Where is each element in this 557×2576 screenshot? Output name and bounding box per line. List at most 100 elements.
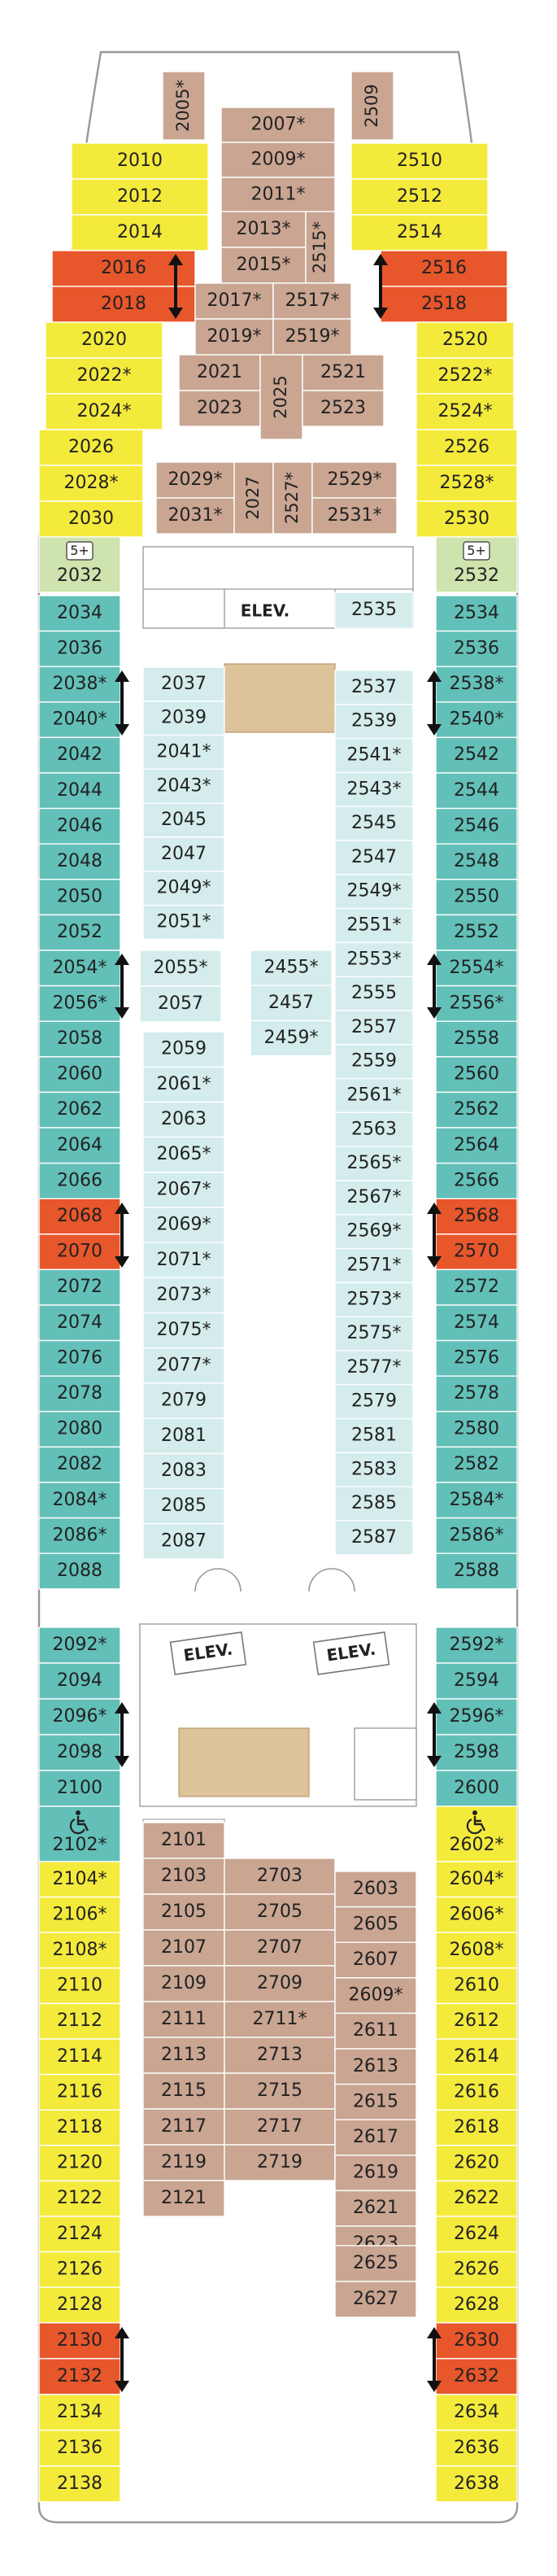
cabin bbox=[142, 2180, 225, 2217]
cabin-number: 2102* bbox=[53, 1835, 107, 1855]
cabin-number: 2613 bbox=[353, 2056, 398, 2076]
icon-body bbox=[76, 1816, 89, 1832]
cabin bbox=[38, 2465, 121, 2503]
cabin bbox=[45, 321, 163, 359]
cabin-number: 2057 bbox=[158, 993, 203, 1014]
cabin-number: 2075* bbox=[157, 1320, 211, 1340]
cabin-number: 2021 bbox=[197, 362, 242, 382]
cabin-number: 2052 bbox=[57, 922, 102, 942]
cabin-number: 2607 bbox=[353, 1949, 398, 1970]
cabin-number: 2119 bbox=[161, 2152, 207, 2172]
cabin-number: 2045 bbox=[161, 810, 207, 830]
cabin-number: 2510 bbox=[397, 151, 442, 171]
cabin bbox=[435, 1411, 518, 1448]
cabin-number: 2037 bbox=[161, 674, 207, 694]
cabin-number: 2067* bbox=[157, 1179, 211, 1199]
cabin bbox=[142, 871, 225, 906]
cabin-number: 2520 bbox=[442, 330, 488, 350]
cabin bbox=[38, 772, 121, 810]
cabin-number: 2108* bbox=[53, 1940, 107, 1960]
cabin-number: 2636 bbox=[454, 2438, 499, 2458]
cabin-number: 2010 bbox=[117, 151, 163, 171]
cabin-number: 2610 bbox=[454, 1976, 499, 1996]
cabin bbox=[334, 1010, 414, 1046]
cabin bbox=[220, 211, 307, 248]
cabin bbox=[38, 1967, 121, 2005]
cabin-number: 2577* bbox=[347, 1357, 402, 1378]
cabin-number: 2029* bbox=[168, 469, 223, 490]
cabin-number: 2054* bbox=[53, 958, 107, 978]
cabin bbox=[142, 1452, 225, 1490]
cabin bbox=[38, 2286, 121, 2324]
cabin bbox=[435, 1896, 518, 1933]
cabin-number: 2059 bbox=[161, 1039, 207, 1059]
cabin-number: 2605 bbox=[353, 1914, 398, 1934]
stairs bbox=[224, 663, 336, 733]
cabin bbox=[224, 1929, 336, 1967]
accessible-icon bbox=[69, 1810, 89, 1835]
cabin-number: 2566 bbox=[454, 1170, 499, 1190]
cabin-number: 2516 bbox=[421, 258, 467, 278]
cabin bbox=[142, 768, 225, 804]
cabin bbox=[38, 1662, 121, 1700]
cabin bbox=[435, 807, 518, 845]
cabin-number: 2104* bbox=[53, 1869, 107, 1889]
cabin-number: 2532 bbox=[454, 565, 499, 586]
cabin bbox=[233, 461, 274, 535]
cabin-number: 2528* bbox=[440, 473, 494, 493]
cabin-number: 2572 bbox=[454, 1277, 499, 1297]
cabin bbox=[334, 2083, 417, 2120]
cabin-number: 2535 bbox=[351, 600, 397, 620]
occupancy-icon-box bbox=[463, 541, 490, 561]
icon-head bbox=[76, 1810, 81, 1815]
cabin-number: 2713 bbox=[257, 2045, 302, 2065]
cabin-number: 2634 bbox=[454, 2402, 499, 2422]
cabin bbox=[435, 1662, 518, 1700]
cabin bbox=[250, 1019, 333, 1057]
cabin bbox=[435, 1056, 518, 1094]
cabin bbox=[38, 1162, 121, 1199]
cabin-number: 2076 bbox=[57, 1347, 102, 1368]
cabin-number: 2517* bbox=[285, 290, 340, 311]
cabin-number: 2109 bbox=[161, 1973, 207, 1993]
cabin bbox=[435, 1734, 518, 1771]
cabin-number: 2078 bbox=[57, 1383, 102, 1404]
cabin-number: 2598 bbox=[454, 1742, 499, 1762]
cabin bbox=[220, 107, 336, 143]
cabin-number: 2582 bbox=[454, 1454, 499, 1474]
cabin bbox=[334, 1180, 414, 1216]
cabin-number: 2569* bbox=[347, 1221, 402, 1242]
cabin-number: 2560 bbox=[454, 1064, 499, 1085]
cabin-number: 2039 bbox=[161, 708, 207, 728]
elevator-label: ELEV. bbox=[241, 601, 290, 621]
cabin-number: 2544 bbox=[454, 780, 499, 801]
cabin bbox=[435, 2216, 518, 2253]
cabin-number: 2568 bbox=[454, 1206, 499, 1226]
cabin bbox=[38, 536, 121, 593]
cabin bbox=[38, 2002, 121, 2040]
cabin-number: 2536 bbox=[454, 638, 499, 658]
cabin bbox=[71, 178, 209, 216]
cabin-number: 2130 bbox=[57, 2330, 102, 2351]
cabin-number: 2098 bbox=[57, 1742, 102, 1762]
cabin bbox=[272, 282, 352, 320]
cabin-number: 2534 bbox=[454, 603, 499, 623]
cabin-number: 2596* bbox=[450, 1706, 504, 1727]
cabin bbox=[334, 1350, 414, 1386]
cabin bbox=[334, 907, 414, 944]
cabin-number: 2063 bbox=[161, 1109, 207, 1129]
cabin-number: 2509 bbox=[362, 84, 381, 127]
cabin bbox=[435, 2322, 518, 2360]
cabin bbox=[435, 1233, 518, 1271]
cabin bbox=[142, 1417, 225, 1455]
cabin bbox=[334, 2012, 417, 2050]
cabin bbox=[142, 1312, 225, 1349]
cabin bbox=[435, 1626, 518, 1664]
cabin-number: 2614 bbox=[454, 2046, 499, 2067]
cabin-number: 2539 bbox=[351, 711, 397, 731]
cabin-number: 2703 bbox=[257, 1866, 302, 1886]
cabin-number: 2066 bbox=[57, 1170, 102, 1190]
cabin-number: 2071* bbox=[157, 1250, 211, 1270]
cabin-number: 2025 bbox=[271, 375, 290, 418]
cabin-number: 2571* bbox=[347, 1255, 402, 1276]
